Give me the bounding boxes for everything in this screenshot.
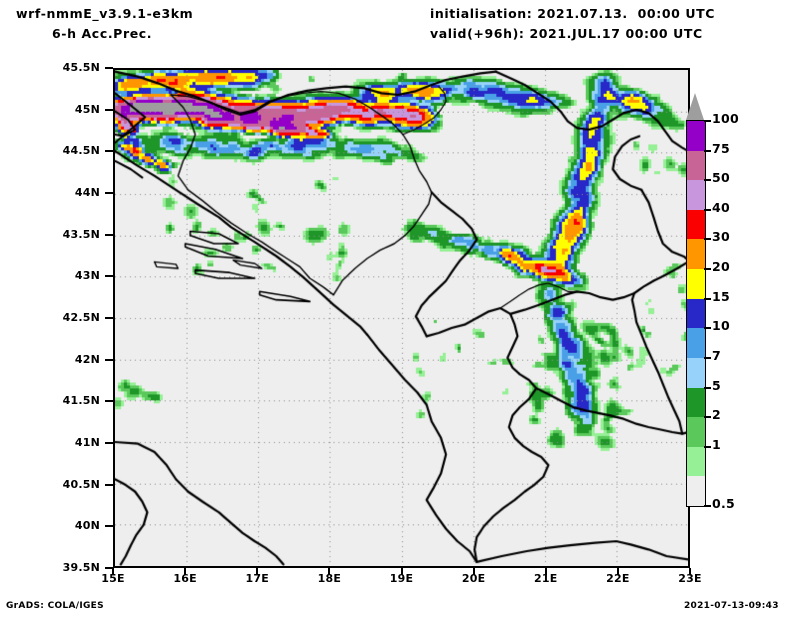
lon-label-23E: 23E bbox=[678, 572, 702, 585]
colorbar-label-1: 1 bbox=[712, 436, 721, 452]
colorbar-label-50: 50 bbox=[712, 170, 730, 186]
colorbar-tick-15 bbox=[704, 297, 711, 300]
lon-tick-23E bbox=[689, 568, 691, 575]
lon-label-22E: 22E bbox=[606, 572, 630, 585]
colorbar-label-0.5: 0.5 bbox=[712, 496, 736, 511]
colorbar-tick-0.5 bbox=[704, 505, 711, 507]
lat-tick-43.5N bbox=[105, 233, 113, 236]
lat-tick-42.5N bbox=[105, 317, 113, 319]
colorbar-band-10 bbox=[687, 328, 705, 360]
lon-tick-20E bbox=[472, 568, 475, 575]
lat-tick-43N bbox=[105, 275, 113, 278]
colorbar-label-40: 40 bbox=[712, 199, 730, 215]
lat-label-43.5N: 43.5N bbox=[62, 227, 100, 241]
lon-label-21E: 21E bbox=[534, 572, 558, 585]
precipitation-map-canvas bbox=[115, 70, 688, 566]
colorbar-label-100: 100 bbox=[712, 111, 739, 126]
model-title: wrf-nmmE_v3.9.1-e3km bbox=[16, 6, 194, 21]
lat-label-41.5N: 41.5N bbox=[62, 394, 100, 408]
lon-label-17E: 17E bbox=[245, 572, 269, 585]
lon-tick-15E bbox=[112, 568, 114, 575]
colorbar-band-75 bbox=[687, 150, 705, 182]
colorbar-label-5: 5 bbox=[712, 377, 721, 393]
lat-label-41N: 41N bbox=[74, 436, 100, 449]
colorbar-band-0.5 bbox=[687, 476, 705, 507]
lat-label-40.5N: 40.5N bbox=[62, 477, 100, 491]
colorbar-band-5 bbox=[687, 387, 705, 419]
lon-tick-17E bbox=[256, 568, 259, 575]
lat-tick-44.5N bbox=[105, 150, 113, 153]
render-timestamp: 2021-07-13-09:43 bbox=[684, 601, 779, 611]
lat-label-44.5N: 44.5N bbox=[62, 144, 100, 158]
colorbar-band-40 bbox=[687, 209, 705, 241]
colorbar-tick-10 bbox=[704, 327, 711, 330]
lat-tick-44N bbox=[105, 192, 113, 194]
lat-label-44N: 44N bbox=[74, 186, 100, 199]
colorbar-band-1 bbox=[687, 446, 705, 478]
lat-tick-41N bbox=[105, 442, 113, 444]
colorbar-overflow-cap bbox=[686, 93, 704, 120]
lat-tick-45.5N bbox=[105, 67, 113, 69]
colorbar-tick-5 bbox=[704, 386, 711, 389]
colorbar-label-20: 20 bbox=[712, 259, 730, 275]
initialisation-time: initialisation: 2021.07.13. 00:00 UTC bbox=[430, 6, 716, 21]
lon-label-18E: 18E bbox=[317, 572, 342, 585]
field-subtitle: 6-h Acc.Prec. bbox=[52, 26, 153, 41]
colorbar-label-7: 7 bbox=[712, 347, 721, 363]
colorbar-band-30 bbox=[687, 239, 705, 271]
colorbar-tick-75 bbox=[704, 149, 711, 152]
colorbar-label-10: 10 bbox=[712, 318, 730, 334]
lat-tick-45N bbox=[105, 108, 113, 111]
lon-tick-18E bbox=[328, 568, 331, 575]
lat-label-45N: 45N bbox=[74, 102, 100, 116]
map-plot-area bbox=[113, 68, 690, 568]
lat-label-45.5N: 45.5N bbox=[62, 61, 100, 74]
colorbar-tick-2 bbox=[704, 416, 711, 419]
colorbar-band-50 bbox=[687, 180, 705, 212]
colorbar-band-15 bbox=[687, 298, 705, 330]
lat-tick-40N bbox=[105, 525, 113, 528]
grads-credit: GrADS: COLA/IGES bbox=[6, 601, 104, 611]
colorbar-band-7 bbox=[687, 357, 705, 390]
lat-tick-41.5N bbox=[105, 400, 113, 403]
lon-label-19E: 19E bbox=[389, 572, 414, 585]
lon-tick-22E bbox=[616, 568, 619, 575]
colorbar-label-2: 2 bbox=[712, 407, 721, 423]
lat-tick-42N bbox=[105, 358, 113, 361]
colorbar-label-30: 30 bbox=[712, 229, 730, 245]
lon-tick-16E bbox=[184, 568, 187, 575]
lat-tick-39.5N bbox=[105, 567, 113, 569]
lon-label-20E: 20E bbox=[461, 572, 486, 585]
colorbar-tick-20 bbox=[704, 268, 711, 271]
lon-tick-19E bbox=[400, 568, 403, 575]
lat-label-42.5N: 42.5N bbox=[62, 311, 100, 324]
colorbar-tick-7 bbox=[704, 356, 711, 359]
lon-label-16E: 16E bbox=[173, 572, 197, 585]
lon-label-15E: 15E bbox=[101, 572, 125, 585]
lat-tick-40.5N bbox=[105, 483, 113, 486]
colorbar-band-100 bbox=[687, 121, 705, 153]
colorbar-tick-1 bbox=[704, 445, 711, 448]
colorbar-label-75: 75 bbox=[712, 140, 730, 156]
colorbar-tick-30 bbox=[704, 238, 711, 241]
triangle-cap-icon bbox=[686, 93, 704, 120]
colorbar bbox=[686, 120, 706, 507]
valid-time: valid(+96h): 2021.JUL.17 00:00 UTC bbox=[430, 26, 703, 41]
lat-label-43N: 43N bbox=[74, 269, 100, 283]
lon-tick-21E bbox=[544, 568, 547, 575]
colorbar-tick-100 bbox=[704, 120, 711, 122]
lat-label-42N: 42N bbox=[74, 352, 100, 366]
colorbar-tick-50 bbox=[704, 179, 711, 182]
colorbar-band-2 bbox=[687, 417, 705, 449]
colorbar-band-20 bbox=[687, 269, 705, 301]
colorbar-tick-40 bbox=[704, 208, 711, 211]
lat-label-40N: 40N bbox=[74, 519, 100, 533]
colorbar-label-15: 15 bbox=[712, 288, 730, 304]
lat-label-39.5N: 39.5N bbox=[62, 561, 100, 574]
